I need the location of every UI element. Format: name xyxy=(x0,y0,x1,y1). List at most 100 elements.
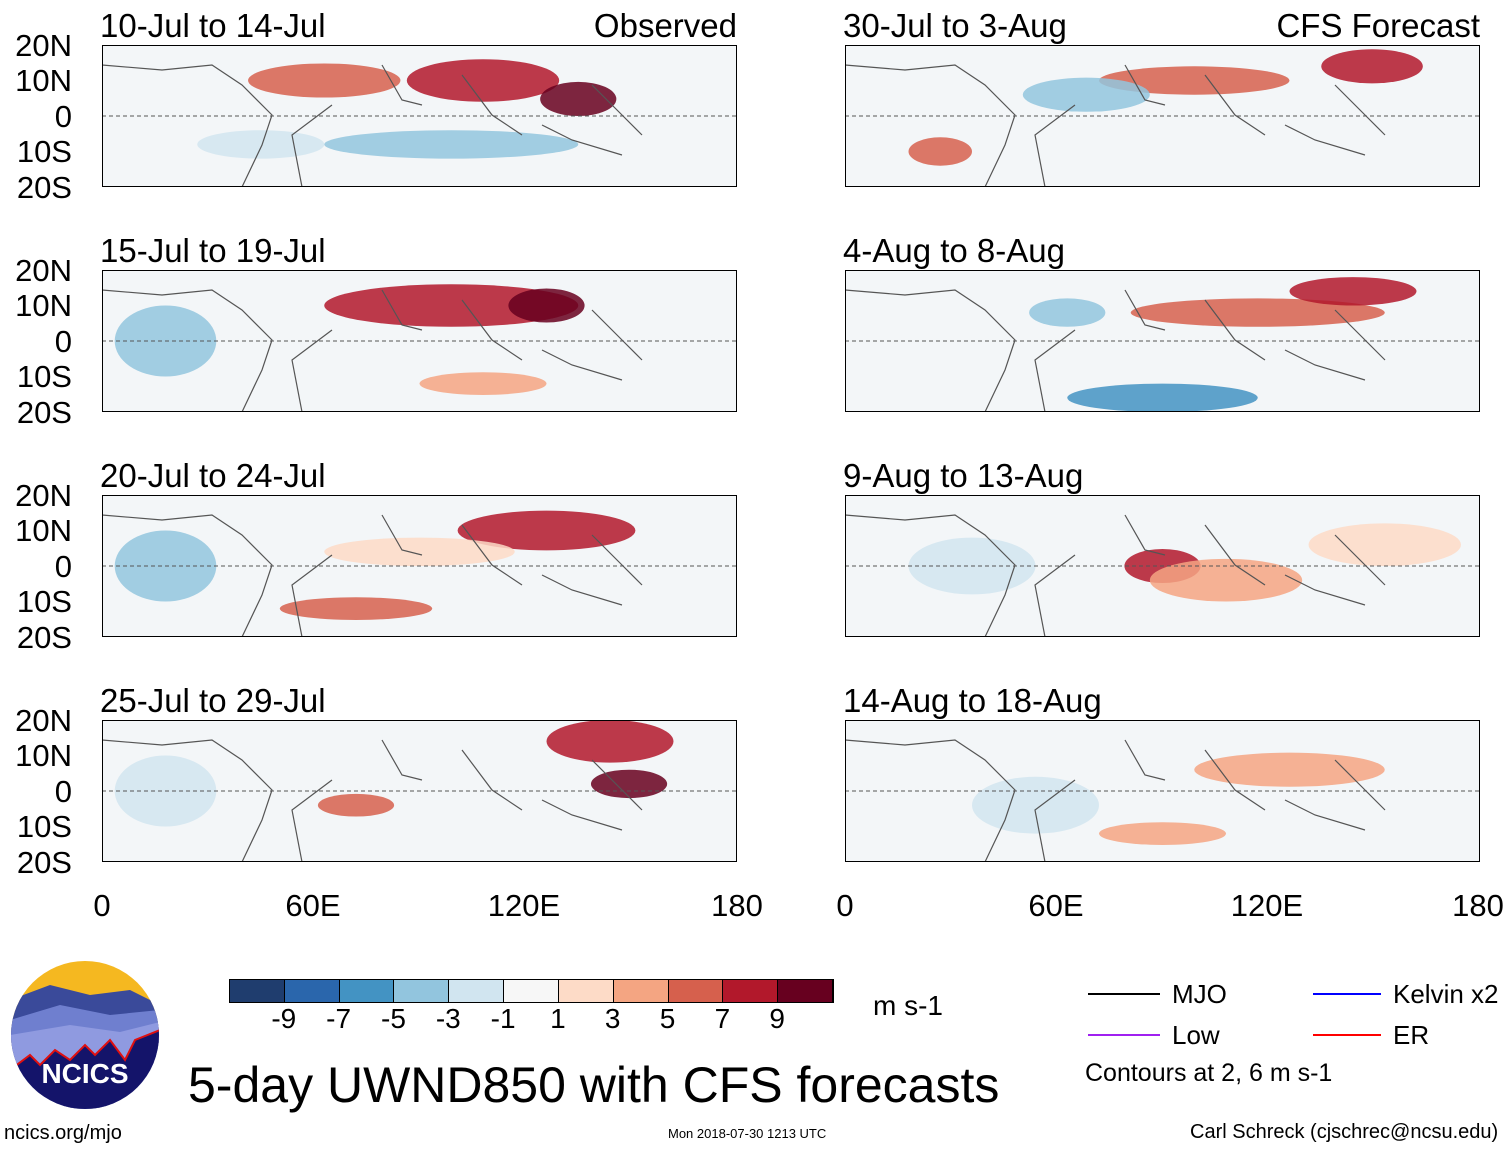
timestamp: Mon 2018-07-30 1213 UTC xyxy=(668,1126,827,1141)
coastline xyxy=(102,739,643,862)
logo-text: NCICS xyxy=(41,1058,128,1089)
anomaly-region xyxy=(457,510,636,551)
anomaly-region xyxy=(546,720,674,763)
y-tick-label: 10N xyxy=(15,288,72,323)
anomaly-region xyxy=(248,63,401,98)
coastline xyxy=(845,739,1386,862)
panel-title: 9-Aug to 13-Aug xyxy=(843,457,1084,494)
anomaly-region xyxy=(590,769,668,799)
map-panel xyxy=(845,45,1480,187)
colorbar-label: -5 xyxy=(381,1003,406,1034)
map-panel xyxy=(102,495,737,637)
y-tick-label: 10N xyxy=(15,63,72,98)
colorbar-label: 5 xyxy=(659,1003,676,1034)
y-tick-label: 20S xyxy=(16,620,72,655)
legend-line-low xyxy=(1088,1034,1160,1036)
colorbar-units: m s-1 xyxy=(873,990,943,1021)
colorbar-swatch xyxy=(558,980,614,1002)
y-tick-label: 10S xyxy=(16,134,72,169)
anomaly-region xyxy=(1130,298,1385,327)
x-tick-right: 60E xyxy=(1028,888,1084,923)
coastline xyxy=(845,514,1386,637)
anomaly-region xyxy=(1029,298,1106,327)
y-tick-label: 0 xyxy=(54,324,72,359)
map-panel xyxy=(845,270,1480,412)
colorbar-label: 1 xyxy=(550,1003,566,1034)
x-tick-right: 180 xyxy=(1452,888,1504,923)
y-tick-label: 20S xyxy=(16,395,72,430)
colorbar-label: 9 xyxy=(769,1003,785,1034)
y-tick-label: 20S xyxy=(16,845,72,880)
legend-line-er xyxy=(1313,1034,1381,1036)
anomaly-region xyxy=(324,130,579,159)
panel-title: 30-Jul to 3-Aug xyxy=(843,7,1067,44)
colorbar xyxy=(229,979,834,1003)
map-panel xyxy=(102,720,737,862)
y-tick-label: 20N xyxy=(15,703,72,738)
anomaly-region xyxy=(540,81,617,116)
colorbar-swatch xyxy=(339,980,395,1002)
anomaly-region xyxy=(406,59,560,102)
legend-line-mjo xyxy=(1088,993,1160,995)
anomaly-region xyxy=(1308,523,1461,566)
y-tick-label: 20N xyxy=(15,28,72,63)
anomaly-region xyxy=(1149,558,1303,602)
anomaly-region xyxy=(508,288,585,323)
coastline xyxy=(845,289,1386,412)
x-tick-right: 120E xyxy=(1230,888,1304,923)
panel-title: 15-Jul to 19-Jul xyxy=(100,232,326,269)
colorbar-swatch xyxy=(778,980,833,1002)
anomaly-region xyxy=(279,597,433,620)
coastline xyxy=(102,514,643,637)
map-panel xyxy=(845,720,1480,862)
legend-label-er: ER xyxy=(1393,1020,1430,1050)
legend-label-mjo: MJO xyxy=(1172,979,1227,1009)
anomaly-region xyxy=(1289,277,1417,306)
x-tick-right: 0 xyxy=(836,888,854,923)
coastline xyxy=(102,289,643,412)
contour-note: Contours at 2, 6 m s-1 xyxy=(1085,1059,1333,1087)
legend-label-low: Low xyxy=(1172,1020,1220,1050)
map-panel xyxy=(845,495,1480,637)
anomaly-region xyxy=(324,537,515,566)
coastline xyxy=(102,64,643,187)
colorbar-label: -7 xyxy=(326,1003,352,1034)
panel-title: 25-Jul to 29-Jul xyxy=(100,682,326,719)
figure-title: 5-day UWND850 with CFS forecasts xyxy=(188,1057,1000,1113)
anomaly-region xyxy=(1022,77,1150,112)
anomaly-region xyxy=(197,130,325,159)
colorbar-label: 7 xyxy=(714,1003,731,1034)
colorbar-swatch xyxy=(504,980,559,1002)
panel-tag: Observed xyxy=(593,7,737,44)
site-url[interactable]: ncics.org/mjo xyxy=(4,1122,122,1144)
x-tick-left: 0 xyxy=(93,888,111,923)
panel-title: 20-Jul to 24-Jul xyxy=(100,457,326,494)
anomaly-region xyxy=(1067,383,1258,412)
legend-line-kelvin xyxy=(1313,993,1381,995)
anomaly-region xyxy=(908,137,972,166)
colorbar-swatch xyxy=(668,980,724,1002)
legend-label-kelvin: Kelvin x2 xyxy=(1393,979,1499,1009)
anomaly-region xyxy=(317,793,395,817)
anomaly-region xyxy=(1099,66,1290,95)
colorbar-label: -3 xyxy=(435,1003,461,1034)
y-tick-label: 20N xyxy=(15,478,72,513)
colorbar-swatch xyxy=(284,980,340,1002)
anomaly-region xyxy=(419,372,547,395)
coastline xyxy=(845,64,1386,187)
credit: Carl Schreck (cjschrec@ncsu.edu) xyxy=(1190,1121,1499,1143)
y-tick-label: 0 xyxy=(54,549,72,584)
anomaly-region xyxy=(1321,49,1423,84)
colorbar-swatch xyxy=(613,980,669,1002)
colorbar-label: -1 xyxy=(490,1003,516,1034)
y-tick-label: 10S xyxy=(16,584,72,619)
x-tick-left: 120E xyxy=(487,888,561,923)
y-tick-label: 0 xyxy=(54,99,72,134)
y-tick-label: 10N xyxy=(15,738,72,773)
y-tick-label: 10N xyxy=(15,513,72,548)
map-panel xyxy=(102,270,737,412)
colorbar-swatch xyxy=(723,980,779,1002)
ncics-logo: NCICS xyxy=(11,961,159,1109)
y-tick-label: 20S xyxy=(16,170,72,205)
